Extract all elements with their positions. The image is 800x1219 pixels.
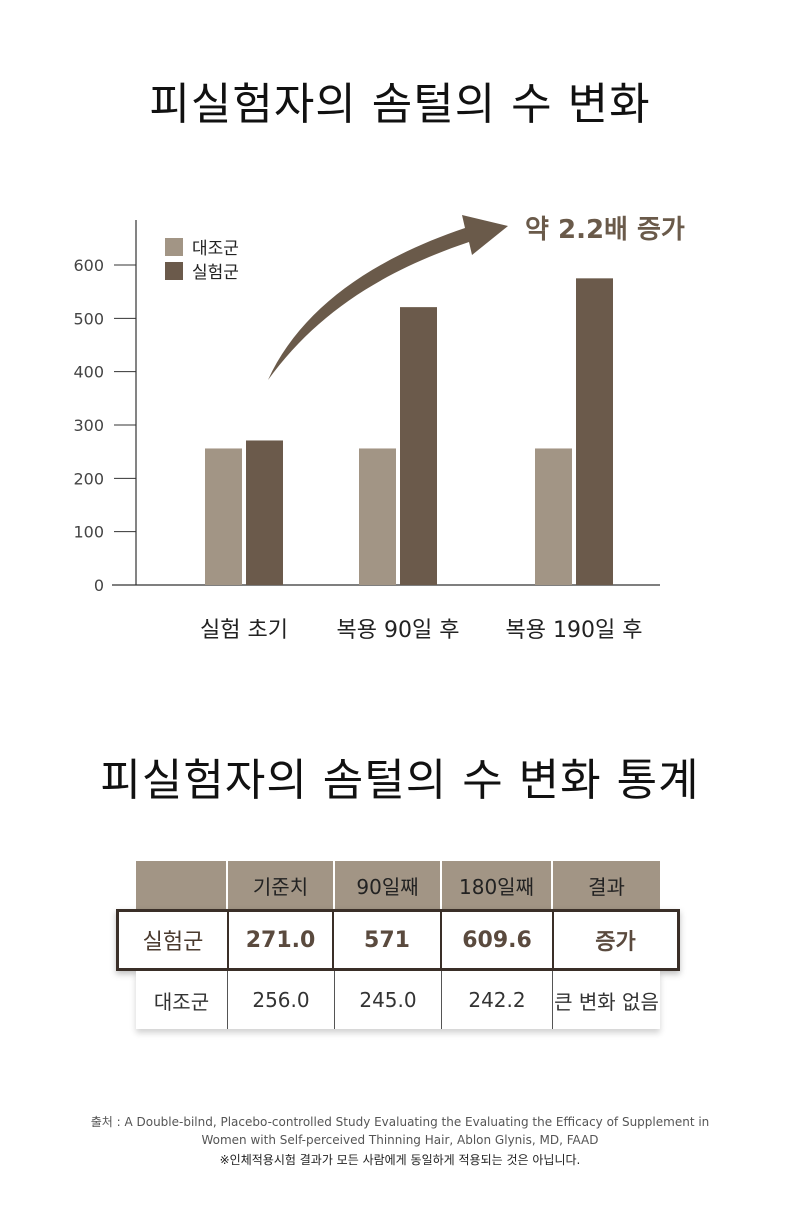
category-label: 복용 190일 후 bbox=[506, 618, 643, 643]
category-label: 복용 90일 후 bbox=[337, 618, 460, 643]
bar-control-2 bbox=[535, 448, 572, 585]
y-tick-label: 500 bbox=[73, 309, 104, 328]
table-row-control-group: 대조군 256.0 245.0 242.2 큰 변화 없음 bbox=[136, 971, 660, 1029]
legend-swatch bbox=[165, 262, 183, 280]
annotation-label: 약 2.2배 증가 bbox=[525, 215, 685, 245]
y-tick-label: 600 bbox=[73, 256, 104, 275]
table-cell: 대조군 bbox=[136, 971, 228, 1029]
table-header-row: 기준치 90일째 180일째 결과 bbox=[136, 861, 660, 909]
chart-axes: 0 100 200 300 400 500 600 bbox=[73, 220, 660, 595]
stats-table: 기준치 90일째 180일째 결과 실험군 271.0 571 609.6 증가… bbox=[116, 861, 680, 1029]
table-row-test-group: 실험군 271.0 571 609.6 증가 bbox=[116, 909, 680, 971]
y-tick-label: 100 bbox=[73, 523, 104, 542]
bar-control-1 bbox=[359, 448, 396, 585]
bar-test-2 bbox=[576, 278, 613, 585]
table-cell: 실험군 bbox=[119, 912, 229, 968]
source-citation: 출처 : A Double-bilnd, Placebo-controlled … bbox=[90, 1115, 710, 1129]
bar-test-0 bbox=[246, 440, 283, 585]
y-tick-label: 0 bbox=[94, 576, 104, 595]
chart-title: 피실험자의 솜털의 수 변화 bbox=[149, 79, 651, 130]
bar-control-0 bbox=[205, 448, 242, 585]
table-cell: 증가 bbox=[595, 930, 636, 955]
legend-swatch bbox=[165, 238, 183, 256]
table-cell: 256.0 bbox=[228, 971, 335, 1029]
growth-arrow: 약 2.2배 증가 bbox=[268, 215, 685, 380]
table-cell: 571 bbox=[334, 912, 442, 968]
header-cell: 90일째 bbox=[335, 861, 442, 909]
y-tick-label: 300 bbox=[73, 416, 104, 435]
source-citation-cont: Women with Self-perceived Thinning Hair,… bbox=[201, 1133, 599, 1147]
table-cell: 271.0 bbox=[229, 912, 334, 968]
table-cell: 609.6 bbox=[442, 912, 554, 968]
category-label: 실험 초기 bbox=[200, 618, 288, 643]
header-cell: 기준치 bbox=[228, 861, 335, 909]
bar-chart: 0 100 200 300 400 500 600 실험 초기 복용 90일 후 복용 190일… bbox=[73, 215, 685, 643]
header-cell: 180일째 bbox=[442, 861, 553, 909]
y-tick-label: 400 bbox=[73, 363, 104, 382]
table-cell: 242.2 bbox=[442, 971, 553, 1029]
stats-title: 피실험자의 솜털의 수 변화 통계 bbox=[100, 755, 700, 806]
y-tick-label: 200 bbox=[73, 469, 104, 488]
arrow-shape bbox=[268, 215, 508, 380]
legend-label: 실험군 bbox=[192, 263, 239, 283]
header-cell bbox=[136, 861, 228, 909]
table-cell: 245.0 bbox=[335, 971, 442, 1029]
legend-label: 대조군 bbox=[192, 239, 239, 259]
table-cell: 큰 변화 없음 bbox=[554, 989, 659, 1014]
disclaimer: ※인체적용시험 결과가 모든 사람에게 동일하게 적용되는 것은 아닙니다. bbox=[219, 1153, 581, 1167]
bar-test-1 bbox=[400, 307, 437, 585]
header-cell: 결과 bbox=[553, 861, 660, 909]
chart-bars: 실험 초기 복용 90일 후 복용 190일 후 bbox=[200, 278, 642, 643]
